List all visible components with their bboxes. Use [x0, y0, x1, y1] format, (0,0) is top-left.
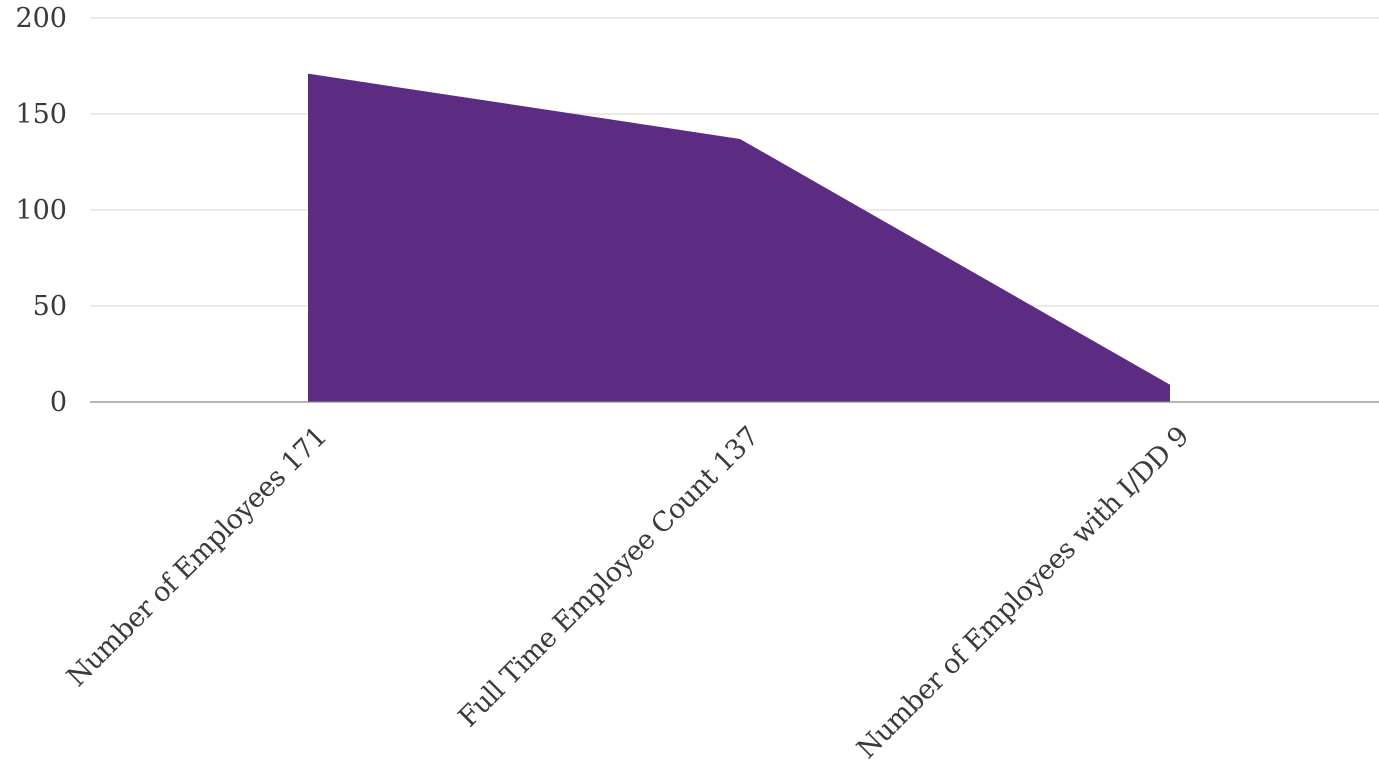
x-category-label: Full Time Employee Count 137	[453, 421, 765, 733]
y-tick-label: 50	[33, 291, 67, 322]
y-axis-tick-labels: 0 50 100 150 200	[15, 3, 67, 418]
y-tick-label: 150	[15, 99, 67, 130]
y-tick-label: 0	[50, 387, 67, 418]
y-tick-label: 200	[15, 3, 67, 34]
x-category-label: Number of Employees with I/DD 9	[851, 421, 1195, 761]
series-area	[308, 73, 1170, 403]
y-tick-label: 100	[15, 195, 67, 226]
x-axis-category-labels: Number of Employees 171 Full Time Employ…	[61, 421, 1195, 761]
x-category-label: Number of Employees 171	[61, 421, 333, 693]
